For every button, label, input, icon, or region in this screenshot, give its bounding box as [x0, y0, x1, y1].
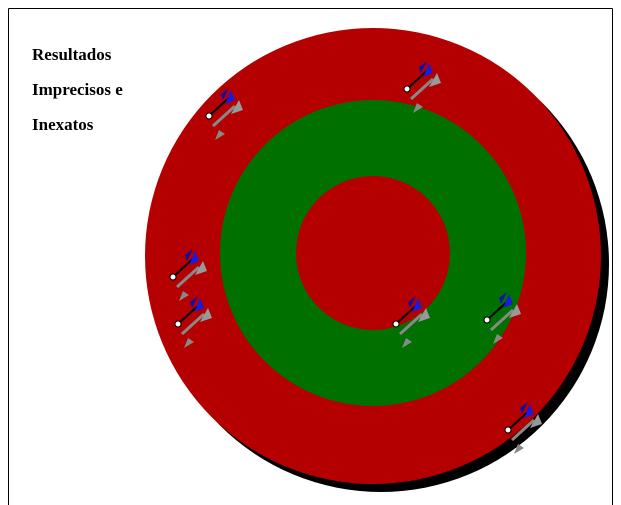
bullseye	[296, 176, 450, 330]
target-diagram: Resultados Imprecisos e Inexatos	[0, 0, 621, 505]
caption-line: Resultados	[32, 45, 112, 64]
caption-line: Inexatos	[32, 115, 94, 134]
caption-line: Imprecisos e	[32, 80, 123, 99]
caption: Resultados Imprecisos e Inexatos	[32, 45, 123, 134]
